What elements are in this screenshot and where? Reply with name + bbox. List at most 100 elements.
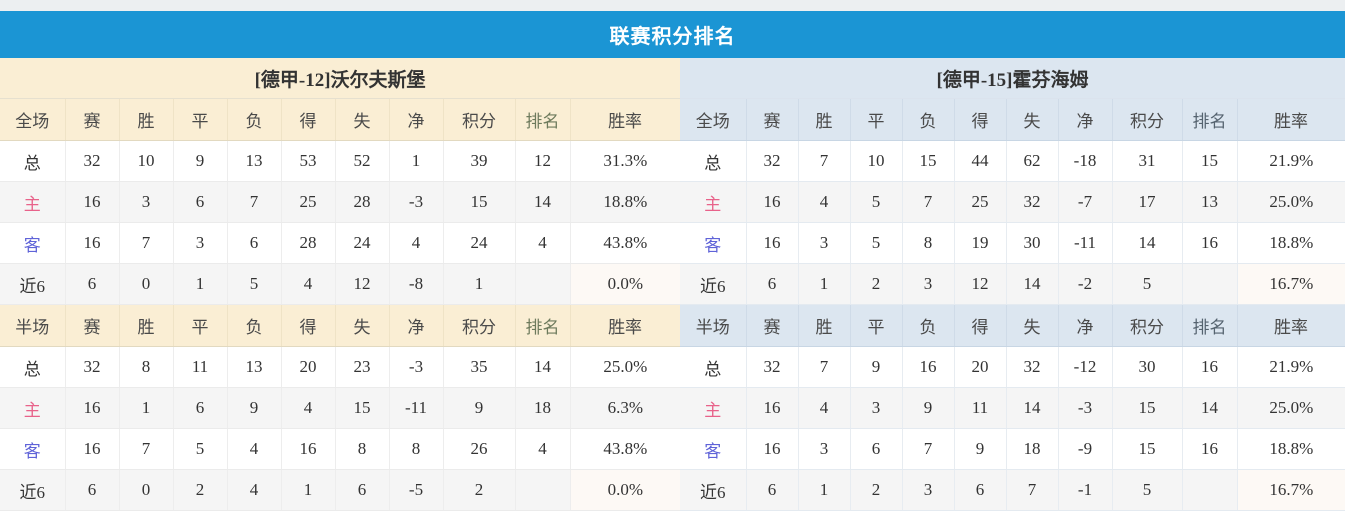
cell-goal-diff: -18 <box>1058 140 1113 182</box>
cell-goals-for: 16 <box>281 428 336 470</box>
cell-goals-against: 23 <box>335 346 390 388</box>
cell-goals-for: 12 <box>954 263 1007 305</box>
row-label: 总 <box>680 140 747 182</box>
cell-goal-diff: -8 <box>389 263 444 305</box>
cell-lost: 7 <box>902 428 955 470</box>
cell-lost: 3 <box>902 469 955 511</box>
col-lost: 负 <box>227 98 282 141</box>
cell-goal-diff: -3 <box>1058 387 1113 429</box>
col-goals-against: 失 <box>335 304 390 347</box>
col-goals-for: 得 <box>281 98 336 141</box>
cell-rank: 4 <box>515 428 571 470</box>
col-points: 积分 <box>443 98 516 141</box>
cell-goals-against: 14 <box>1006 387 1059 429</box>
cell-drawn: 3 <box>850 387 903 429</box>
cell-winrate: 18.8% <box>1237 428 1345 470</box>
cell-lost: 9 <box>902 387 955 429</box>
col-points: 积分 <box>443 304 516 347</box>
stat-table-body: [德甲-15]霍芬海姆 全场 赛 胜 平 负 得 失 净 积分 排名 胜率 <box>680 58 1345 511</box>
cell-drawn: 2 <box>173 469 228 511</box>
row-label: 总 <box>680 346 747 388</box>
stat-table: [德甲-12]沃尔夫斯堡 全场 赛 胜 平 负 得 失 净 积分 排名 胜率 <box>0 58 681 511</box>
cell-played: 6 <box>746 469 799 511</box>
cell-drawn: 3 <box>173 222 228 264</box>
column-header-row-half: 半场 赛 胜 平 负 得 失 净 积分 排名 胜率 <box>0 304 681 347</box>
cell-rank: 15 <box>1182 140 1238 182</box>
column-header-row-full: 全场 赛 胜 平 负 得 失 净 积分 排名 胜率 <box>0 98 681 141</box>
column-header-row-half: 半场 赛 胜 平 负 得 失 净 积分 排名 胜率 <box>680 304 1345 347</box>
row-label: 主 <box>680 181 747 223</box>
cell-winrate: 16.7% <box>1237 469 1345 511</box>
cell-played: 16 <box>65 387 120 429</box>
col-drawn: 平 <box>173 304 228 347</box>
cell-played: 16 <box>65 428 120 470</box>
cell-played: 6 <box>65 469 120 511</box>
col-goals-for: 得 <box>954 304 1007 347</box>
team-name-row: [德甲-12]沃尔夫斯堡 <box>0 58 681 99</box>
cell-points: 31 <box>1112 140 1183 182</box>
cell-lost: 5 <box>227 263 282 305</box>
team-table-left: [德甲-12]沃尔夫斯堡 全场 赛 胜 平 负 得 失 净 积分 排名 胜率 <box>0 58 681 511</box>
table-row: 客 16 7 5 4 16 8 8 26 4 43.8% <box>0 428 681 470</box>
cell-points: 9 <box>443 387 516 429</box>
col-goals-for: 得 <box>281 304 336 347</box>
cell-goals-for: 28 <box>281 222 336 264</box>
page-title-bar: 联赛积分排名 <box>0 11 1345 58</box>
row-label: 近6 <box>680 469 747 511</box>
column-header-row-full: 全场 赛 胜 平 负 得 失 净 积分 排名 胜率 <box>680 98 1345 141</box>
cell-points: 14 <box>1112 222 1183 264</box>
table-row: 总 32 7 9 16 20 32 -12 30 16 21.9% <box>680 346 1345 388</box>
cell-drawn: 11 <box>173 346 228 388</box>
cell-goals-against: 12 <box>335 263 390 305</box>
cell-lost: 6 <box>227 222 282 264</box>
cell-goal-diff: 1 <box>389 140 444 182</box>
row-label: 总 <box>0 346 66 388</box>
col-winrate: 胜率 <box>570 304 681 347</box>
cell-winrate: 25.0% <box>1237 387 1345 429</box>
cell-lost: 9 <box>227 387 282 429</box>
col-goals-against: 失 <box>1006 98 1059 141</box>
stat-table-body: [德甲-12]沃尔夫斯堡 全场 赛 胜 平 负 得 失 净 积分 排名 胜率 <box>0 58 681 511</box>
table-row: 总 32 10 9 13 53 52 1 39 12 31.3% <box>0 140 681 182</box>
cell-lost: 13 <box>227 140 282 182</box>
cell-goals-against: 52 <box>335 140 390 182</box>
cell-winrate: 25.0% <box>570 346 681 388</box>
standings-tables-container: [德甲-12]沃尔夫斯堡 全场 赛 胜 平 负 得 失 净 积分 排名 胜率 <box>0 58 1345 511</box>
cell-played: 16 <box>65 222 120 264</box>
cell-won: 3 <box>119 181 174 223</box>
col-winrate: 胜率 <box>1237 98 1345 141</box>
cell-drawn: 6 <box>173 181 228 223</box>
cell-goal-diff: -2 <box>1058 263 1113 305</box>
col-winrate: 胜率 <box>570 98 681 141</box>
cell-drawn: 5 <box>173 428 228 470</box>
cell-rank: 16 <box>1182 428 1238 470</box>
cell-goals-for: 25 <box>281 181 336 223</box>
cell-goal-diff: -3 <box>389 181 444 223</box>
table-row: 客 16 7 3 6 28 24 4 24 4 43.8% <box>0 222 681 264</box>
cell-goals-for: 4 <box>281 387 336 429</box>
cell-winrate: 18.8% <box>570 181 681 223</box>
cell-goal-diff: -12 <box>1058 346 1113 388</box>
row-label: 总 <box>0 140 66 182</box>
col-played: 赛 <box>746 98 799 141</box>
cell-played: 16 <box>746 387 799 429</box>
table-row: 近6 6 0 1 5 4 12 -8 1 0.0% <box>0 263 681 305</box>
table-row: 总 32 8 11 13 20 23 -3 35 14 25.0% <box>0 346 681 388</box>
cell-goals-for: 20 <box>281 346 336 388</box>
col-won: 胜 <box>119 304 174 347</box>
cell-points: 35 <box>443 346 516 388</box>
cell-won: 1 <box>798 263 851 305</box>
row-label: 主 <box>0 387 66 429</box>
cell-drawn: 6 <box>850 428 903 470</box>
col-played: 赛 <box>65 304 120 347</box>
cell-played: 16 <box>746 428 799 470</box>
cell-rank: 4 <box>515 222 571 264</box>
cell-winrate: 6.3% <box>570 387 681 429</box>
cell-drawn: 9 <box>850 346 903 388</box>
col-rank: 排名 <box>515 304 571 347</box>
cell-goals-against: 28 <box>335 181 390 223</box>
table-row: 近6 6 1 2 3 12 14 -2 5 16.7% <box>680 263 1345 305</box>
team-name-right: [德甲-15]霍芬海姆 <box>680 58 1345 99</box>
cell-goals-for: 11 <box>954 387 1007 429</box>
page-title: 联赛积分排名 <box>609 24 736 48</box>
